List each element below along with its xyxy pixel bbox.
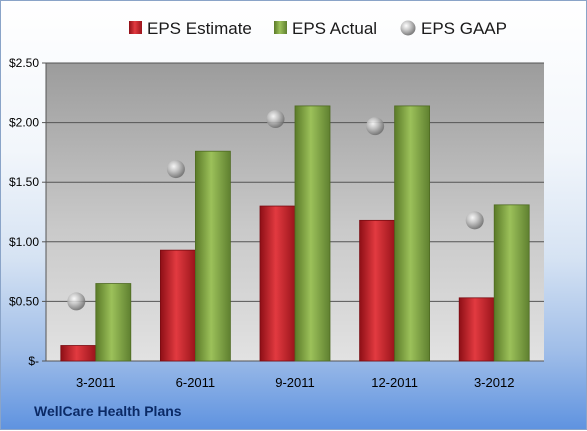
marker-eps-gaap xyxy=(465,211,484,230)
legend-label-eps-estimate: EPS Estimate xyxy=(147,19,252,38)
y-tick-label: $1.50 xyxy=(9,175,39,189)
x-tick-label: 3-2012 xyxy=(474,375,514,390)
legend-label-eps-actual: EPS Actual xyxy=(292,19,377,38)
bar-eps-actual xyxy=(394,105,431,362)
bar-eps-estimate xyxy=(60,345,97,362)
bar-eps-actual xyxy=(95,283,132,362)
legend-label-eps-gaap: EPS GAAP xyxy=(421,19,507,38)
y-tick-label: $2.00 xyxy=(9,116,39,130)
y-tick-label: $0.50 xyxy=(9,294,39,308)
bar-eps-estimate xyxy=(259,205,296,362)
legend-swatch-eps-actual xyxy=(274,21,287,34)
x-tick-label: 9-2011 xyxy=(275,375,315,390)
bar-eps-estimate xyxy=(458,297,495,362)
chart-caption: WellCare Health Plans xyxy=(34,403,182,419)
bar-eps-estimate xyxy=(359,219,396,362)
marker-eps-gaap xyxy=(67,292,86,311)
marker-eps-gaap xyxy=(366,117,385,136)
x-tick-label: 12-2011 xyxy=(371,375,418,390)
legend-swatch-eps-gaap xyxy=(400,20,416,36)
bar-eps-actual xyxy=(294,105,331,362)
legend: EPS Estimate EPS Actual EPS GAAP xyxy=(129,19,507,38)
marker-eps-gaap xyxy=(166,160,185,179)
marker-eps-gaap xyxy=(266,110,285,129)
bar-eps-actual xyxy=(194,150,231,362)
bar-eps-actual xyxy=(493,204,530,362)
bar-eps-estimate xyxy=(159,249,196,362)
y-tick-label: $2.50 xyxy=(9,56,39,70)
legend-swatch-eps-estimate xyxy=(129,21,142,34)
y-tick-label: $- xyxy=(28,354,39,368)
x-tick-label: 3-2011 xyxy=(76,375,116,390)
y-tick-label: $1.00 xyxy=(9,235,39,249)
x-tick-label: 6-2011 xyxy=(176,375,216,390)
